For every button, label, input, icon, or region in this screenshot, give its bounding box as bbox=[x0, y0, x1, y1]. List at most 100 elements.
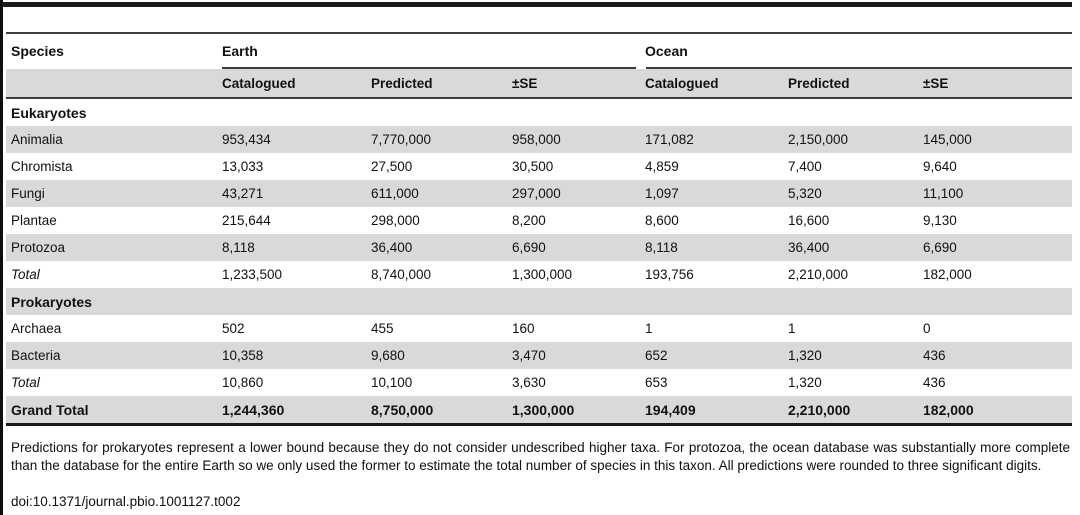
cell: 6,690 bbox=[512, 240, 546, 255]
cell: 9,680 bbox=[371, 348, 405, 363]
cell: 27,500 bbox=[371, 159, 413, 174]
earth-underline bbox=[222, 67, 636, 69]
row-label: Total bbox=[11, 375, 40, 390]
cell: 1 bbox=[788, 321, 796, 336]
table-row-animalia: Animalia 953,434 7,770,000 958,000 171,0… bbox=[6, 126, 1072, 153]
cell: 43,271 bbox=[222, 186, 264, 201]
table-row-eukaryotes: Eukaryotes bbox=[6, 99, 1072, 126]
cell: 182,000 bbox=[923, 401, 974, 418]
sub-header-row: Catalogued Predicted ±SE Catalogued Pred… bbox=[6, 69, 1072, 97]
cell: 215,644 bbox=[222, 213, 271, 228]
cell: 1,320 bbox=[788, 348, 822, 363]
cell: 2,150,000 bbox=[788, 132, 849, 147]
table-row-bacteria: Bacteria 10,358 9,680 3,470 652 1,320 43… bbox=[6, 342, 1072, 369]
row-label: Eukaryotes bbox=[11, 104, 87, 121]
table-row-fungi: Fungi 43,271 611,000 297,000 1,097 5,320… bbox=[6, 180, 1072, 207]
cell: 36,400 bbox=[371, 240, 413, 255]
cell: 1,320 bbox=[788, 375, 822, 390]
cell: 10,358 bbox=[222, 348, 264, 363]
cell: 5,320 bbox=[788, 186, 822, 201]
cell: 958,000 bbox=[512, 132, 561, 147]
cell: 10,860 bbox=[222, 375, 264, 390]
col-header-earth-catalogued: Catalogued bbox=[222, 75, 296, 91]
col-header-species: Species bbox=[11, 42, 64, 59]
cell: 8,750,000 bbox=[371, 401, 434, 418]
cell: 16,600 bbox=[788, 213, 830, 228]
cell: 436 bbox=[923, 375, 946, 390]
row-label: Total bbox=[11, 267, 40, 282]
doi-text: doi:10.1371/journal.pbio.1001127.t002 bbox=[11, 494, 241, 509]
group-header-row: Species Earth Ocean bbox=[6, 34, 1072, 67]
table-row-chromista: Chromista 13,033 27,500 30,500 4,859 7,4… bbox=[6, 153, 1072, 180]
cell: 653 bbox=[645, 375, 668, 390]
cell: 2,210,000 bbox=[788, 401, 851, 418]
cell: 182,000 bbox=[923, 267, 972, 282]
cell: 1,097 bbox=[645, 186, 679, 201]
cell: 9,130 bbox=[923, 213, 957, 228]
table-row-protozoa: Protozoa 8,118 36,400 6,690 8,118 36,400… bbox=[6, 234, 1072, 261]
row-label: Animalia bbox=[11, 132, 63, 147]
col-header-earth-predicted: Predicted bbox=[371, 75, 433, 91]
table-footnote: Predictions for prokaryotes represent a … bbox=[11, 440, 1070, 473]
cell: 30,500 bbox=[512, 159, 554, 174]
header-bottom-rule bbox=[6, 97, 1072, 99]
cell: 1,300,000 bbox=[512, 267, 573, 282]
row-label: Archaea bbox=[11, 321, 62, 336]
col-header-earth-se: ±SE bbox=[512, 75, 538, 91]
cell: 611,000 bbox=[371, 186, 419, 201]
cell: 0 bbox=[923, 321, 931, 336]
cell: 3,470 bbox=[512, 348, 546, 363]
cell: 297,000 bbox=[512, 186, 561, 201]
cell: 10,100 bbox=[371, 375, 413, 390]
table-row-eukaryotes-total: Total 1,233,500 8,740,000 1,300,000 193,… bbox=[6, 261, 1072, 288]
group-underline-strip bbox=[6, 67, 1072, 69]
cell: 8,740,000 bbox=[371, 267, 432, 282]
cell: 7,770,000 bbox=[371, 132, 432, 147]
table-bottom-rule bbox=[6, 423, 1072, 426]
row-label: Bacteria bbox=[11, 348, 61, 363]
page-left-rule bbox=[0, 0, 3, 515]
table-row-prokaryotes: Prokaryotes bbox=[6, 288, 1072, 315]
cell: 145,000 bbox=[923, 132, 972, 147]
row-label: Grand Total bbox=[11, 401, 89, 418]
row-label: Chromista bbox=[11, 159, 73, 174]
cell: 194,409 bbox=[645, 401, 696, 418]
cell: 652 bbox=[645, 348, 668, 363]
table-row-grand-total: Grand Total 1,244,360 8,750,000 1,300,00… bbox=[6, 396, 1072, 423]
table-body: Eukaryotes Animalia 953,434 7,770,000 95… bbox=[6, 99, 1072, 423]
cell: 13,033 bbox=[222, 159, 264, 174]
cell: 8,118 bbox=[222, 240, 255, 255]
cell: 160 bbox=[512, 321, 535, 336]
cell: 436 bbox=[923, 348, 946, 363]
cell: 11,100 bbox=[923, 186, 964, 201]
cell: 7,400 bbox=[788, 159, 822, 174]
group-header-ocean: Ocean bbox=[645, 42, 688, 59]
cell: 2,210,000 bbox=[788, 267, 849, 282]
col-header-ocean-catalogued: Catalogued bbox=[645, 75, 719, 91]
species-table: Species Earth Ocean Catalogued Predicted… bbox=[6, 32, 1072, 426]
header-top-rule bbox=[6, 32, 1072, 34]
table-row-plantae: Plantae 215,644 298,000 8,200 8,600 16,6… bbox=[6, 207, 1072, 234]
cell: 6,690 bbox=[923, 240, 957, 255]
cell: 4,859 bbox=[645, 159, 679, 174]
cell: 1,300,000 bbox=[512, 401, 575, 418]
cell: 36,400 bbox=[788, 240, 830, 255]
cell: 298,000 bbox=[371, 213, 420, 228]
cell: 9,640 bbox=[923, 159, 957, 174]
cell: 171,082 bbox=[645, 132, 694, 147]
cell: 8,200 bbox=[512, 213, 546, 228]
row-label: Plantae bbox=[11, 213, 57, 228]
row-label: Prokaryotes bbox=[11, 293, 92, 310]
cell: 1,244,360 bbox=[222, 401, 285, 418]
cell: 1,233,500 bbox=[222, 267, 283, 282]
table-row-archaea: Archaea 502 455 160 1 1 0 bbox=[6, 315, 1072, 342]
cell: 1 bbox=[645, 321, 653, 336]
col-header-ocean-predicted: Predicted bbox=[788, 75, 850, 91]
cell: 953,434 bbox=[222, 132, 271, 147]
cell: 193,756 bbox=[645, 267, 694, 282]
cell: 3,630 bbox=[512, 375, 546, 390]
row-label: Fungi bbox=[11, 186, 45, 201]
row-label: Protozoa bbox=[11, 240, 66, 255]
table-top-rule bbox=[3, 2, 1072, 7]
